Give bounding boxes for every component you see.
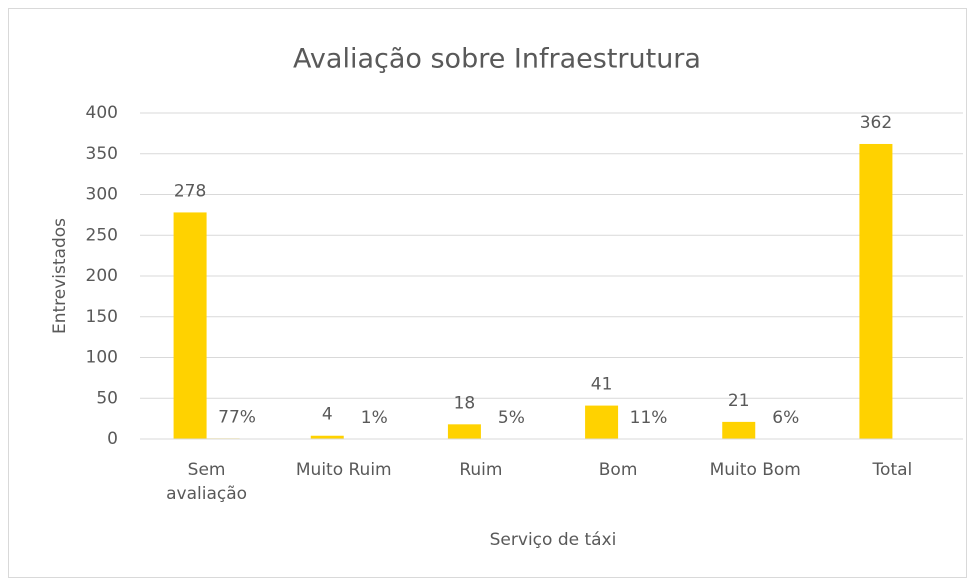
chart-border	[8, 8, 967, 578]
data-label: 18	[454, 393, 476, 413]
y-tick-label: 200	[86, 266, 118, 286]
data-label: 278	[174, 181, 206, 201]
bar	[859, 143, 893, 439]
data-label: 4	[322, 405, 333, 425]
y-tick-label: 250	[86, 225, 118, 245]
data-label: 41	[591, 375, 613, 395]
x-tick-label: Total	[872, 460, 913, 480]
chart-title: Avaliação sobre Infraestrutura	[293, 44, 701, 75]
x-tick-label: Muito Ruim	[295, 460, 392, 480]
y-tick-label: 0	[107, 429, 118, 449]
y-tick-label: 100	[86, 348, 118, 368]
y-tick-label: 150	[86, 307, 118, 327]
x-tick-label: Bom	[598, 460, 638, 480]
bar	[173, 212, 207, 439]
y-tick-label: 300	[86, 185, 118, 205]
x-tick-label: Sem avaliação	[166, 460, 248, 504]
bar	[310, 435, 344, 439]
y-tick-label: 50	[96, 388, 118, 408]
y-axis-title: Entrevistados	[50, 218, 70, 334]
data-label: 21	[728, 391, 750, 411]
bar	[585, 405, 619, 439]
x-tick-label: Ruim	[459, 460, 503, 480]
x-tick-label: Muito Bom	[709, 460, 801, 480]
data-label: 11%	[630, 408, 668, 428]
data-label: 77%	[218, 407, 256, 427]
data-label: 6%	[772, 408, 799, 428]
data-label: 5%	[498, 408, 525, 428]
bar	[722, 421, 756, 439]
data-label: 362	[860, 113, 892, 133]
y-tick-label: 400	[86, 103, 118, 123]
x-axis-title: Serviço de táxi	[490, 530, 617, 550]
y-tick-label: 350	[86, 144, 118, 164]
bar	[447, 424, 481, 439]
data-label: 1%	[361, 408, 388, 428]
